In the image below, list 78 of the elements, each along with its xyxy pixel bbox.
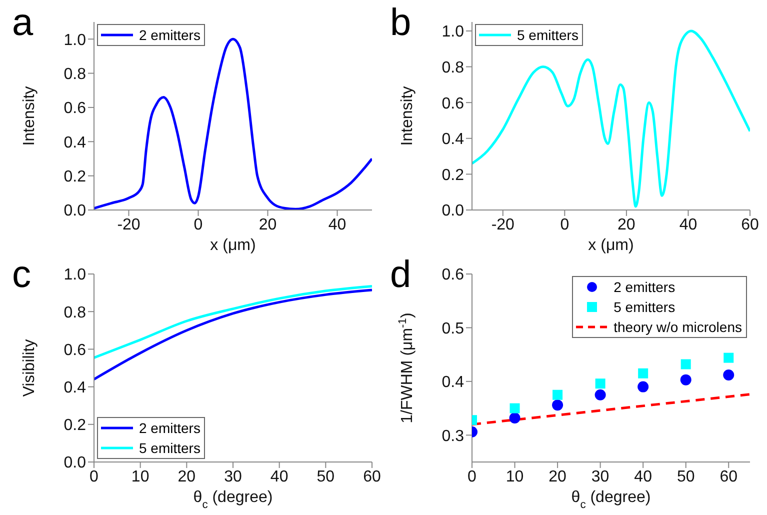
y-tick-label: 0.8 [64, 66, 86, 83]
x-tick-label: 20 [258, 216, 277, 234]
chart-title: a [12, 2, 34, 45]
y-tick-label: 1.0 [442, 24, 464, 41]
chart-title: c [12, 254, 31, 297]
line-series [94, 284, 372, 359]
x-tick-label: 50 [676, 468, 695, 486]
point [510, 403, 520, 414]
x-tick-label: 0 [560, 216, 570, 234]
y-tick-label: 0.6 [442, 95, 464, 112]
y-tick-label: 1.0 [64, 266, 86, 284]
y-tick-label: 0.0 [64, 202, 86, 220]
x-tick-label: -20 [117, 216, 140, 234]
x-tick-label: 20 [618, 216, 636, 234]
x-axis-title: x (μm) [588, 237, 634, 254]
line-series [94, 288, 372, 381]
point [509, 412, 520, 424]
y-tick-label: 1.0 [64, 32, 86, 49]
y-tick-label: 0.0 [442, 202, 464, 220]
y-tick-label: 0.2 [442, 166, 464, 184]
legend-label: 2 emitters [139, 419, 200, 438]
y-tick-label: 0.6 [64, 342, 86, 359]
x-tick-label: 10 [506, 468, 524, 486]
point [638, 381, 649, 392]
y-tick-label: 0.4 [442, 374, 464, 392]
y-tick-label: 0.6 [64, 100, 86, 118]
x-tick-label: 30 [591, 468, 610, 486]
point [594, 389, 606, 400]
x-tick-label: 0 [90, 468, 99, 486]
x-tick-label: 0 [194, 216, 203, 234]
y-tick-label: 0.2 [64, 417, 86, 434]
x-tick-label: 60 [741, 216, 759, 234]
x-tick-label: 10 [131, 468, 150, 486]
x-tick-label: 30 [224, 468, 242, 486]
x-tick-label: 20 [548, 468, 567, 486]
legend-label: 5 emitters [614, 298, 676, 317]
line-series [472, 30, 750, 208]
x-axis-title: θ$_{c}$ (degree) [571, 489, 651, 511]
x-tick-label: 50 [316, 468, 335, 486]
point [723, 369, 734, 380]
x-axis-title: x (μm) [210, 237, 256, 254]
x-axis-title: θ$_{c}$ (degree) [193, 489, 273, 511]
y-axis-title: Visibility [21, 339, 38, 397]
point [680, 359, 691, 370]
legend-label: 2 emitters [139, 26, 200, 45]
y-tick-label: 0.2 [64, 168, 86, 186]
x-tick-label: -20 [491, 216, 515, 234]
y-tick-label: 0.8 [442, 59, 464, 76]
y-tick-label: 0.4 [64, 379, 86, 396]
point [552, 390, 563, 400]
point [724, 352, 734, 363]
y-axis-title: Intensity [399, 86, 416, 146]
x-tick-label: 60 [363, 468, 381, 486]
legend-label: theory w/o microlens [614, 318, 742, 337]
y-tick-label: 0.5 [442, 320, 464, 338]
y-tick-label: 0.6 [442, 266, 464, 284]
point [595, 378, 606, 389]
x-tick-label: 40 [634, 468, 652, 486]
point [638, 368, 648, 378]
point [552, 400, 564, 411]
legend-label: 5 emitters [517, 26, 578, 45]
x-tick-label: 60 [720, 468, 738, 486]
point [680, 374, 692, 386]
y-tick-label: 0.0 [64, 454, 86, 472]
legend-label: 2 emitters [614, 278, 676, 297]
y-tick-label: 0.4 [64, 134, 86, 152]
x-tick-label: 40 [679, 216, 698, 234]
x-tick-label: 40 [270, 468, 288, 486]
chart-title: b [390, 2, 412, 45]
y-tick-label: 0.3 [442, 428, 464, 445]
y-tick-label: 0.4 [442, 131, 464, 148]
y-tick-label: 0.8 [64, 304, 86, 322]
chart-title: d [390, 254, 412, 297]
x-tick-label: 0 [468, 468, 477, 486]
y-axis-title: Intensity [21, 86, 38, 146]
x-tick-label: 20 [178, 468, 196, 486]
legend-label: 5 emitters [139, 439, 200, 458]
x-tick-label: 40 [328, 216, 346, 234]
